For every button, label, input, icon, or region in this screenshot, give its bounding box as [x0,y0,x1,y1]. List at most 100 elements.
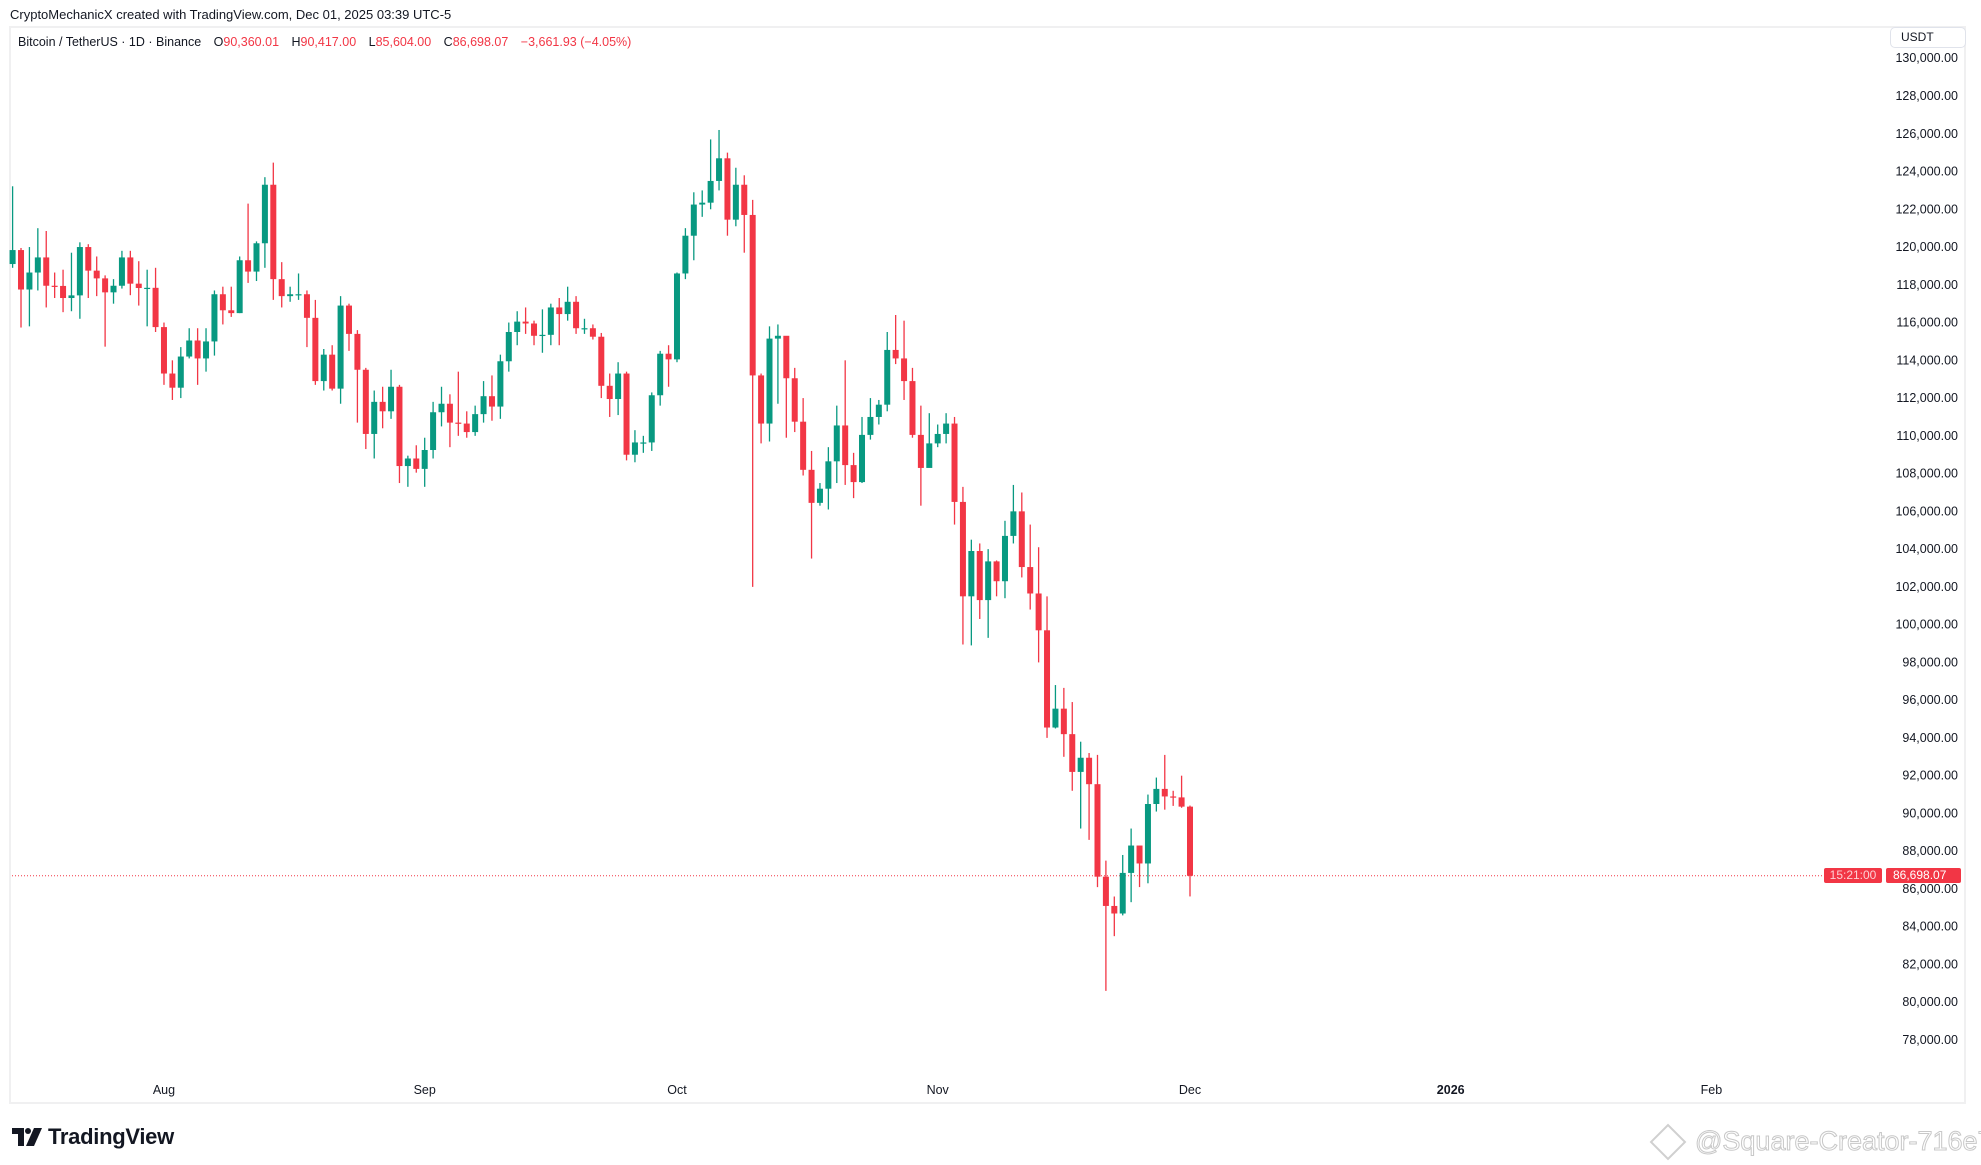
candle [673,272,680,363]
candle [1018,492,1025,578]
candle [1052,685,1059,729]
candle [1161,754,1168,810]
candle-body [716,158,723,181]
candle-body [589,328,596,337]
candle [934,424,941,448]
candle [455,371,462,436]
candle [396,384,403,484]
candle-body [859,434,866,483]
candle [783,335,790,438]
candle-body [850,465,857,483]
candle [640,435,647,453]
candle [413,445,420,473]
candle-body [1086,757,1093,785]
candle-body [934,433,941,444]
candle-body [169,373,176,388]
candle [278,262,285,308]
price-axis-label: 124,000.00 [1895,165,1958,179]
close-value: 86,698.07 [452,35,509,49]
candle-body [472,414,479,433]
candle-body [1128,845,1135,873]
candle [749,199,756,587]
candle [859,416,866,484]
candle [766,326,773,442]
candle [707,139,714,210]
candle-body [917,434,924,468]
change-value: −3,661.93 (−4.05%) [520,35,632,49]
price-axis-label: 126,000.00 [1895,127,1958,141]
candle [959,486,966,645]
candle [867,398,874,440]
candle [51,272,58,299]
candle [531,320,538,346]
candle [388,369,395,419]
tradingview-logo-icon [12,1128,42,1146]
candle-body [68,295,75,299]
candle [800,398,807,476]
candle [110,279,117,304]
candle-body [1170,796,1177,798]
tradingview-logo[interactable]: TradingView [12,1124,174,1150]
candle-body [581,328,588,330]
price-axis-label: 92,000.00 [1902,769,1958,783]
price-axis[interactable]: 130,000.00 128,000.00 126,000.00 124,000.00… [1895,51,1958,1047]
candle [93,256,100,297]
symbol-legend: Bitcoin / TetherUS · 1D · Binance O90,36… [18,35,631,49]
candle-body [825,461,832,489]
candle [497,354,504,419]
candle-body [1161,788,1168,797]
candle [135,261,142,306]
candle [901,320,908,400]
candle-body [438,403,445,413]
candle [1187,805,1193,897]
low-value: 85,604.00 [375,35,432,49]
candle-body [1001,535,1008,582]
candle [346,303,352,351]
candle-body [673,273,680,360]
candle-body [110,285,117,293]
chart-pane[interactable] [9,26,1966,1104]
candle-body [135,283,142,289]
candle-body [724,158,731,220]
candle [631,430,638,463]
candle-body [816,488,823,503]
candle-body [833,425,840,462]
candle [1086,753,1093,840]
candle-body [404,458,411,467]
candle [186,328,193,359]
candle [615,362,622,416]
candle-body [993,561,1000,582]
candle [968,539,975,646]
candle-body [455,422,462,424]
candle [1027,524,1034,610]
candle [219,286,226,325]
candle-body [943,423,950,434]
candle [1136,845,1143,888]
candle-body [926,443,933,468]
candle-body [791,378,798,422]
candle-body [497,361,504,407]
candle [472,405,479,436]
currency-button[interactable]: USDT [1890,27,1966,48]
candle-body [598,336,605,386]
candle [985,549,992,638]
candle-body [564,301,571,315]
candle [1153,777,1160,812]
candle-body [800,421,807,470]
candle [102,275,109,347]
candle-body [1111,905,1118,914]
candle-body [766,338,773,424]
candle-body [556,307,563,315]
price-axis-label: 82,000.00 [1902,957,1958,971]
symbol-title[interactable]: Bitcoin / TetherUS · 1D · Binance [18,35,202,49]
chart-credit: CryptoMechanicX created with TradingView… [10,7,452,22]
candle-body [430,412,437,450]
candle-body [488,396,495,407]
candle-body [1102,876,1109,906]
candle [463,411,470,438]
candle [816,483,823,506]
candle [76,242,83,319]
candle-body [783,335,790,379]
candle [430,401,437,459]
